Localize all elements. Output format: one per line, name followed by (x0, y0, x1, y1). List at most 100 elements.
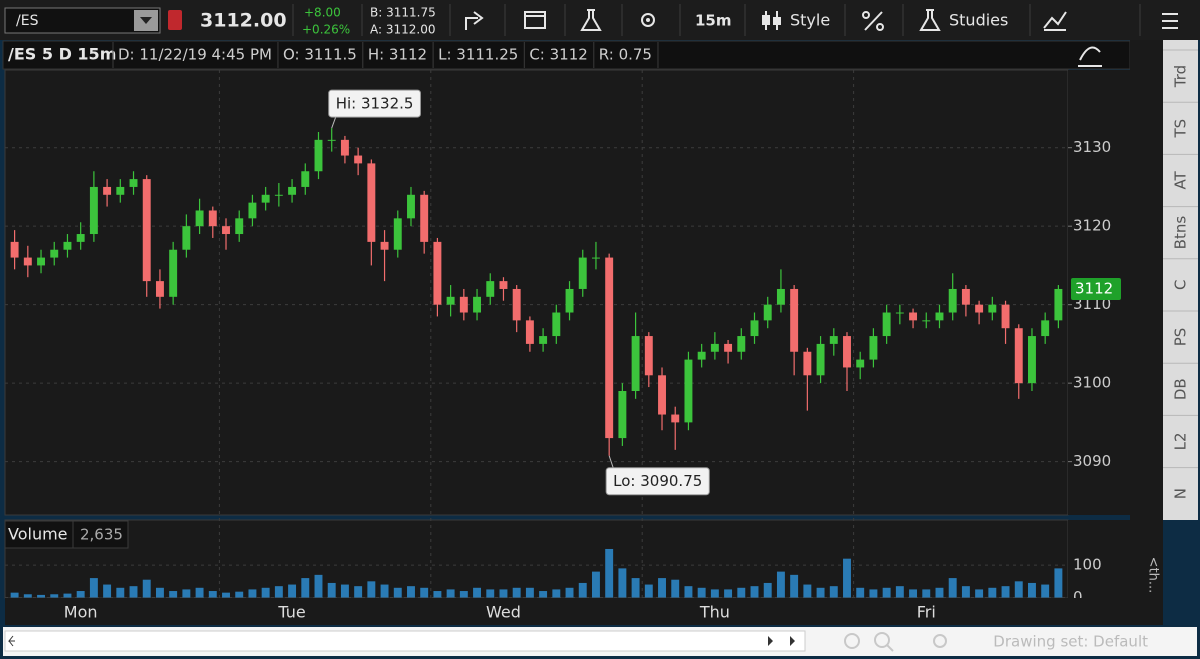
chart-header (2, 40, 1131, 70)
side-tab[interactable]: Trd (1172, 65, 1190, 88)
candle-body (671, 414, 680, 423)
share-button[interactable] (465, 11, 484, 30)
header-item: R: 0.75 (599, 46, 652, 64)
candle-body (697, 351, 706, 360)
x-tick-label: Tue (277, 603, 305, 622)
volume-bar (261, 587, 270, 598)
candle-body (882, 312, 891, 337)
side-tab[interactable]: DB (1172, 378, 1190, 400)
volume-bar (988, 587, 997, 598)
annotation-text: Hi: 3132.5 (336, 95, 414, 113)
candle-body (301, 171, 310, 187)
candle-body (393, 218, 402, 250)
chart-settings-icon[interactable] (1078, 46, 1102, 67)
volume-title: Volume (8, 525, 68, 544)
side-tab[interactable]: L2 (1172, 432, 1190, 450)
candle-body (261, 194, 270, 203)
volume-bar (208, 591, 217, 598)
candle-body (420, 194, 429, 242)
studies-icon[interactable] (919, 9, 941, 31)
percent-button[interactable] (862, 11, 884, 31)
annotation-box (605, 467, 710, 496)
interval-button[interactable]: 15m (695, 12, 732, 30)
volume-bar (459, 591, 468, 598)
side-note[interactable]: <th... (1146, 557, 1161, 594)
last-price-label: 3112 (1075, 279, 1113, 297)
net-change: +8.00 (304, 6, 341, 20)
candle-body (684, 359, 693, 423)
volume-bar (393, 587, 402, 598)
volume-bar (618, 568, 627, 598)
volume-bar (724, 589, 733, 598)
volume-bar (882, 587, 891, 598)
volume-bar (195, 587, 204, 598)
candle-body (195, 210, 204, 227)
volume-bar (407, 586, 415, 598)
volume-bar (301, 578, 310, 598)
candle-body (37, 257, 45, 266)
volume-bar (578, 582, 587, 598)
volume-bar (750, 586, 759, 598)
candle-body (988, 304, 997, 313)
candle-body (169, 249, 178, 297)
volume-bar (816, 587, 825, 598)
volume-axis (1068, 520, 1130, 598)
candle-body (631, 336, 640, 391)
drawing-button[interactable] (1043, 11, 1067, 31)
chart-title: /ES 5 D 15m (8, 45, 116, 64)
side-tab[interactable]: Btns (1172, 216, 1190, 250)
flask-button[interactable] (580, 9, 602, 31)
drawing-set[interactable]: Drawing set: Default (993, 633, 1148, 651)
volume-bar (354, 586, 363, 598)
side-tab[interactable]: C (1172, 280, 1190, 290)
candle-body (618, 390, 627, 439)
settings-button[interactable] (641, 13, 655, 27)
candle-body (314, 139, 323, 172)
candle-body (1028, 336, 1036, 384)
y-tick-label: 3090 (1073, 452, 1111, 470)
volume-bar (314, 574, 323, 598)
side-tab[interactable]: N (1172, 488, 1190, 499)
annotation: Lo: 3090.75 (605, 455, 710, 496)
volume-bar (671, 579, 680, 598)
price-panel (4, 69, 1069, 516)
volume-bar (1001, 586, 1010, 598)
candle-body (790, 288, 799, 352)
candle-body (433, 241, 442, 305)
candle-body (724, 343, 733, 352)
candle-body (565, 288, 574, 313)
menu-button[interactable] (1162, 13, 1178, 29)
studies-button[interactable]: Studies (949, 11, 1008, 30)
volume-bar (63, 593, 72, 598)
candle-body (829, 336, 838, 344)
side-tab[interactable]: AT (1172, 170, 1190, 189)
ask: A: 3112.00 (370, 23, 435, 37)
volume-bar (961, 586, 970, 598)
candle-body (340, 139, 349, 156)
candle-body (155, 281, 164, 297)
bid: B: 3111.75 (370, 6, 436, 20)
annotation-box (328, 89, 421, 118)
candle-body (803, 351, 812, 376)
candle-body (895, 312, 904, 314)
alert-marker[interactable] (168, 10, 182, 30)
side-gap (1130, 40, 1163, 625)
candle-body (103, 186, 112, 195)
volume-bar (155, 587, 164, 598)
detach-button[interactable] (524, 11, 546, 29)
scrollbar[interactable] (4, 630, 806, 652)
volume-header (4, 520, 129, 549)
volume-bar (843, 558, 851, 598)
style-button[interactable]: Style (790, 11, 830, 30)
candle-body (578, 257, 587, 289)
style-icon[interactable] (762, 11, 781, 30)
scroll-left[interactable] (7, 635, 15, 647)
volume-bar (182, 589, 191, 598)
volume-bar (763, 582, 772, 598)
zoom-controls[interactable] (844, 632, 947, 652)
volume-bar (1041, 584, 1050, 598)
side-tab[interactable]: TS (1172, 119, 1190, 139)
side-tab[interactable]: PS (1172, 328, 1190, 347)
header-items: D: 11/22/19 4:45 PM O: 3111.5 H: 3112 L: 31… (112, 42, 659, 68)
